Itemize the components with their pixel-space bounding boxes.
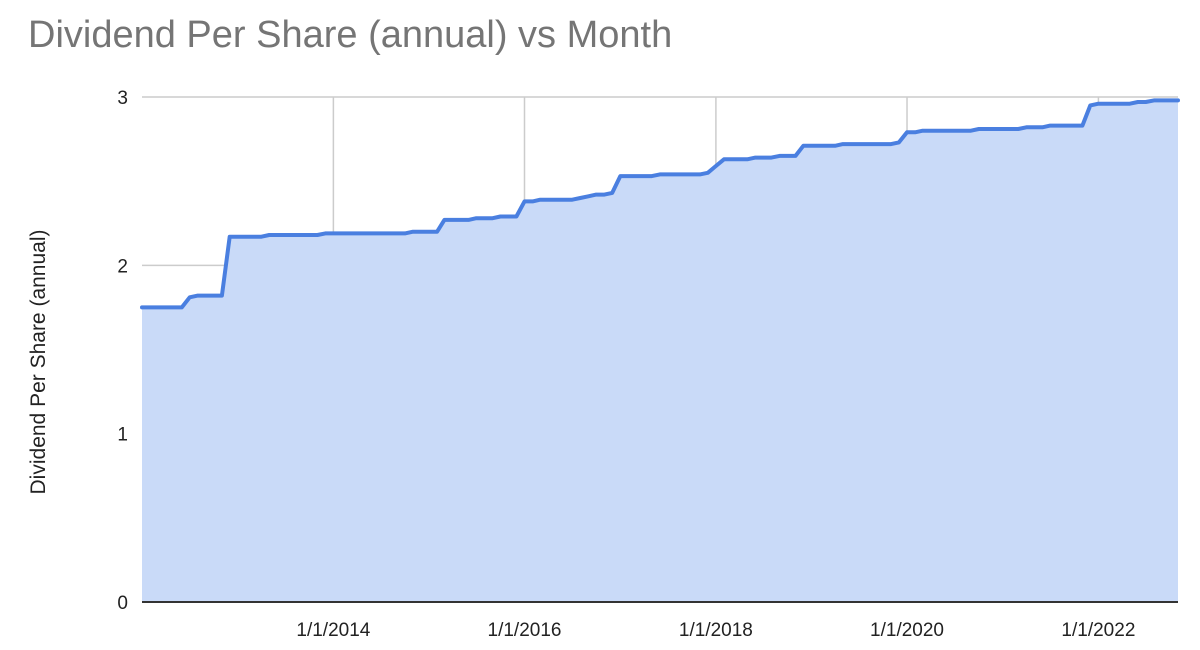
- series-area: [142, 100, 1178, 603]
- tick-labels: 0 1 2 3 1/1/2014 1/1/2016 1/1/2018 1/1/2020 1/1/…: [117, 88, 1135, 641]
- x-tick-label: 1/1/2014: [296, 620, 370, 641]
- series-layer: [140, 98, 1180, 603]
- x-tick-label: 1/1/2020: [870, 620, 944, 641]
- series-line: [140, 98, 1180, 310]
- y-axis-title: Dividend Per Share (annual): [27, 230, 50, 495]
- x-tick-label: 1/1/2018: [679, 620, 753, 641]
- x-tick-label: 1/1/2016: [488, 620, 562, 641]
- y-tick-label: 2: [117, 256, 128, 277]
- y-tick-label: 0: [117, 593, 128, 614]
- chart-title: Dividend Per Share (annual) vs Month: [28, 14, 673, 56]
- y-tick-label: 1: [117, 425, 128, 446]
- y-tick-label: 3: [117, 88, 128, 109]
- x-tick-label: 1/1/2022: [1061, 620, 1135, 641]
